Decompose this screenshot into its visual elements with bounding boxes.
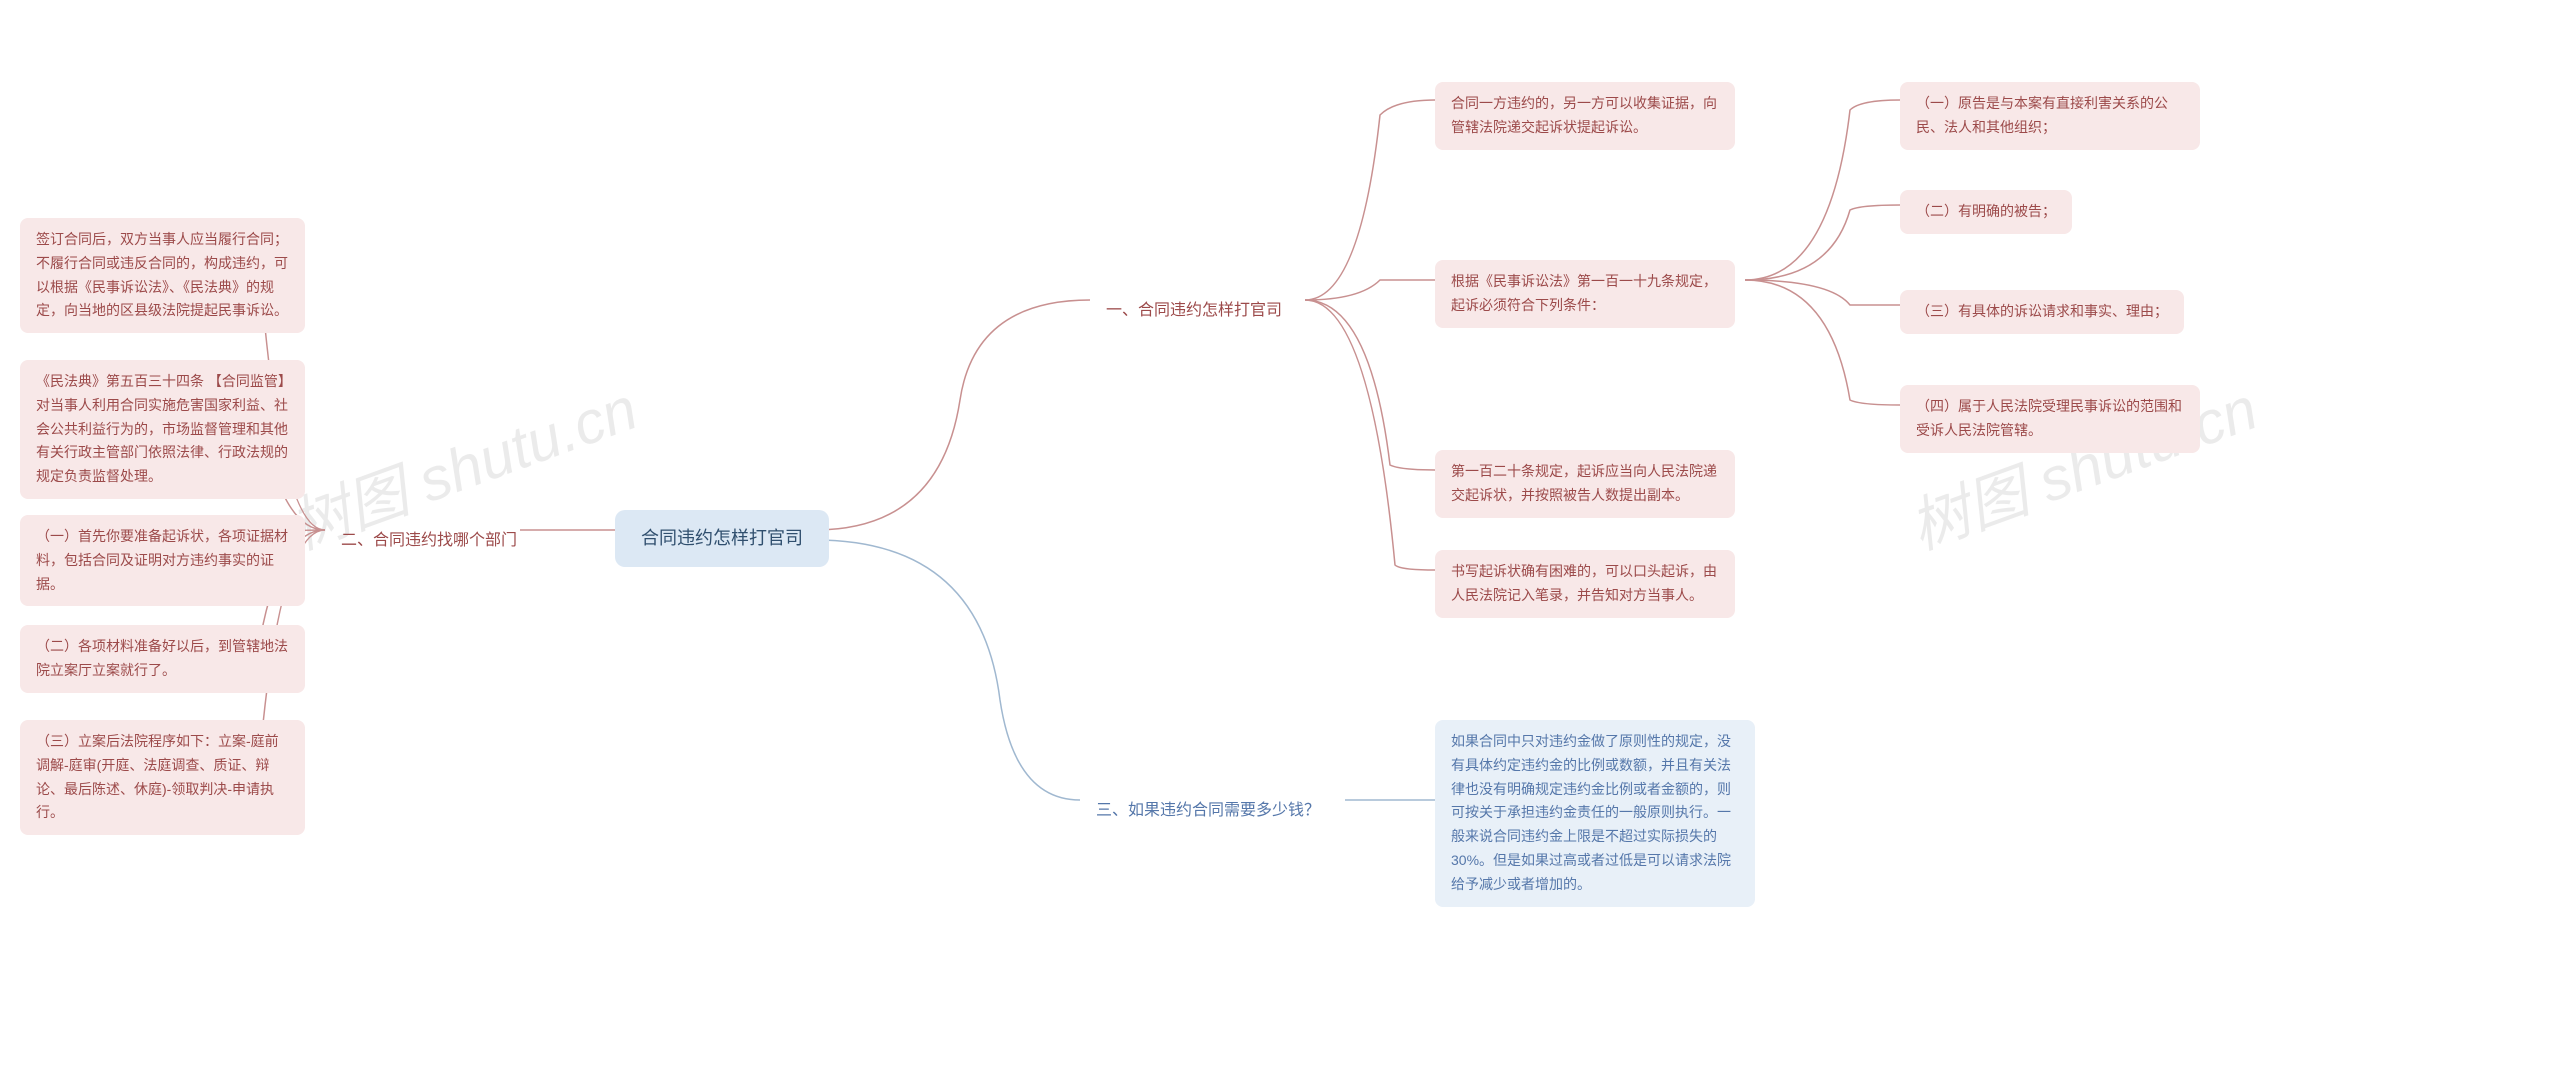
section-3-title: 三、如果违约合同需要多少钱？ (1080, 788, 1336, 834)
s1-item-2: 根据《民事诉讼法》第一百一十九条规定，起诉必须符合下列条件： (1435, 260, 1735, 328)
s2-item-4: （二）各项材料准备好以后，到管辖地法院立案厅立案就行了。 (20, 625, 305, 693)
s1-item-4: 书写起诉状确有困难的，可以口头起诉，由人民法院记入笔录，并告知对方当事人。 (1435, 550, 1735, 618)
s2-item-1: 签订合同后，双方当事人应当履行合同；不履行合同或违反合同的，构成违约，可以根据《… (20, 218, 305, 333)
s1-item-3: 第一百二十条规定，起诉应当向人民法院递交起诉状，并按照被告人数提出副本。 (1435, 450, 1735, 518)
s3-item-1: 如果合同中只对违约金做了原则性的规定，没有具体约定违约金的比例或数额，并且有关法… (1435, 720, 1755, 907)
s1-i2-sub-d: （四）属于人民法院受理民事诉讼的范围和受诉人民法院管辖。 (1900, 385, 2200, 453)
s1-item-1: 合同一方违约的，另一方可以收集证据，向管辖法院递交起诉状提起诉讼。 (1435, 82, 1735, 150)
s1-i2-sub-a: （一）原告是与本案有直接利害关系的公民、法人和其他组织； (1900, 82, 2200, 150)
s2-item-5: （三）立案后法院程序如下：立案-庭前调解-庭审(开庭、法庭调查、质证、辩论、最后… (20, 720, 305, 835)
s2-item-3: （一）首先你要准备起诉状，各项证据材料，包括合同及证明对方违约事实的证据。 (20, 515, 305, 606)
section-2-title: 二、合同违约找哪个部门 (325, 518, 533, 564)
s1-i2-sub-c: （三）有具体的诉讼请求和事实、理由； (1900, 290, 2184, 334)
s2-item-2: 《民法典》第五百三十四条 【合同监管】对当事人利用合同实施危害国家利益、社会公共… (20, 360, 305, 499)
s1-i2-sub-b: （二）有明确的被告； (1900, 190, 2072, 234)
root-node: 合同违约怎样打官司 (615, 510, 829, 567)
section-1-title: 一、合同违约怎样打官司 (1090, 288, 1298, 334)
